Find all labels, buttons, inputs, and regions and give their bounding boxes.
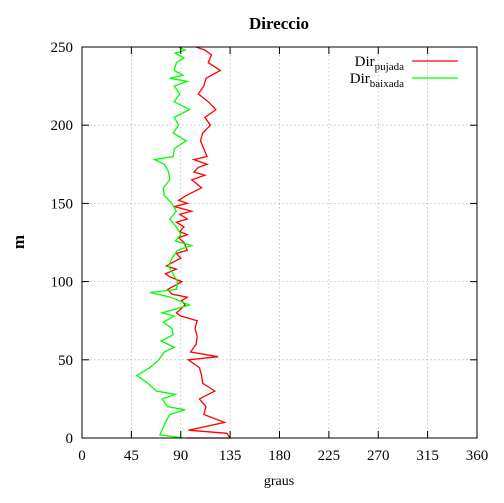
- legend-label-subscript: pujada: [375, 61, 404, 73]
- y-tick-label: 250: [51, 40, 74, 56]
- x-tick-label: 45: [124, 448, 139, 464]
- grid: [82, 47, 477, 438]
- x-tick-label: 360: [466, 448, 489, 464]
- x-tick-label: 315: [416, 448, 439, 464]
- x-tick-label: 0: [78, 448, 86, 464]
- y-axis-label: m: [9, 235, 28, 249]
- series-line-baixada: [135, 46, 194, 439]
- x-tick-label: 180: [268, 448, 291, 464]
- x-tick-label: 270: [367, 448, 390, 464]
- y-tick-label: 50: [58, 353, 73, 369]
- x-tick-label: 225: [318, 448, 341, 464]
- x-tick-label: 135: [219, 448, 242, 464]
- x-tick-label: 90: [173, 448, 188, 464]
- x-axis-label: graus: [264, 474, 294, 489]
- y-tick-label: 150: [51, 196, 74, 212]
- legend-label-main: Dir: [350, 71, 370, 87]
- ticks: 0 45 90 135 180 225 270 315 360 0 50 100 150 200 250: [51, 40, 489, 464]
- legend-label-main: Dir: [355, 54, 375, 70]
- y-tick-label: 200: [51, 118, 74, 134]
- legend-label-baixada: Dirbaixada: [350, 71, 404, 90]
- series-line-pujada: [164, 46, 232, 439]
- chart-title: Direccio: [249, 14, 309, 33]
- series-layer: [135, 46, 232, 439]
- y-tick-label: 0: [66, 431, 74, 447]
- legend-label-pujada: Dirpujada: [355, 54, 404, 73]
- legend-label-subscript: baixada: [370, 78, 404, 90]
- y-tick-label: 100: [51, 275, 74, 291]
